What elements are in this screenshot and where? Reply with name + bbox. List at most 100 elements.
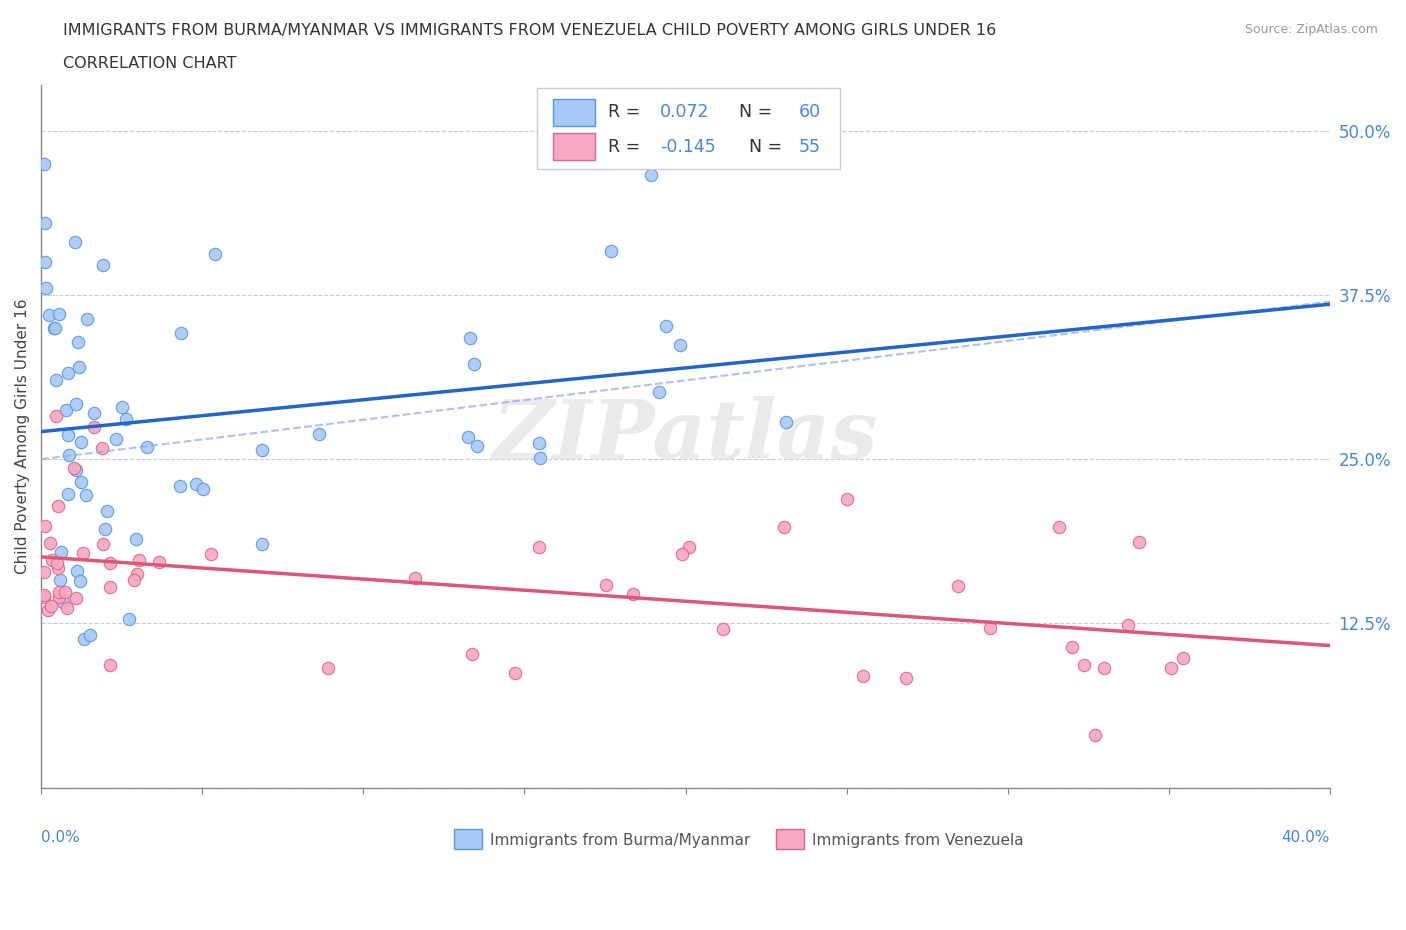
Point — [65, 463, 87, 478]
Point — [55, 601, 77, 616]
Point — [204, 246, 226, 261]
Text: Source: ZipAtlas.com: Source: ZipAtlas.com — [1244, 23, 1378, 36]
Point — [79, 628, 101, 643]
Point — [94, 521, 117, 536]
Bar — [553, 99, 595, 126]
FancyBboxPatch shape — [537, 88, 841, 169]
Point — [128, 553, 150, 568]
Text: 0.0%: 0.0% — [41, 830, 80, 844]
Text: R =: R = — [609, 138, 645, 155]
Text: R =: R = — [609, 103, 645, 121]
Text: 0.072: 0.072 — [659, 103, 709, 121]
Point — [98, 579, 121, 594]
Point — [118, 612, 141, 627]
Point — [41, 552, 63, 567]
Point — [39, 598, 62, 613]
Point — [711, 621, 734, 636]
Point — [39, 535, 62, 550]
Point — [34, 590, 56, 604]
Point — [73, 631, 96, 646]
Point — [56, 486, 79, 501]
Point — [49, 572, 72, 587]
Point — [76, 312, 98, 326]
Text: ZIPatlas: ZIPatlas — [494, 396, 879, 476]
Point — [46, 560, 69, 575]
Point — [655, 318, 678, 333]
Point — [34, 156, 56, 171]
Point — [65, 396, 87, 411]
Text: N =: N = — [728, 103, 778, 121]
Point — [200, 546, 222, 561]
Text: Immigrants from Venezuela: Immigrants from Venezuela — [811, 832, 1024, 848]
Y-axis label: Child Poverty Among Girls Under 16: Child Poverty Among Girls Under 16 — [15, 299, 30, 574]
Bar — [553, 133, 595, 160]
Point — [1173, 650, 1195, 665]
Point — [34, 518, 56, 533]
Point — [191, 481, 214, 496]
Point — [527, 539, 550, 554]
Point — [66, 564, 89, 578]
Point — [773, 519, 796, 534]
Point — [852, 669, 875, 684]
Point — [46, 498, 69, 513]
Text: Immigrants from Burma/Myanmar: Immigrants from Burma/Myanmar — [489, 832, 749, 848]
Point — [463, 357, 485, 372]
Point — [56, 428, 79, 443]
Point — [1062, 640, 1084, 655]
Point — [669, 338, 692, 352]
Point — [671, 547, 693, 562]
Point — [1047, 520, 1070, 535]
Point — [48, 585, 70, 600]
Point — [169, 479, 191, 494]
Point — [63, 460, 86, 475]
Point — [678, 539, 700, 554]
Point — [169, 326, 191, 340]
Point — [48, 307, 70, 322]
Point — [316, 660, 339, 675]
Point — [1128, 534, 1150, 549]
Point — [58, 447, 80, 462]
Point — [72, 546, 94, 561]
Point — [45, 408, 67, 423]
Point — [49, 545, 72, 560]
Point — [115, 411, 138, 426]
Text: -0.145: -0.145 — [659, 138, 716, 155]
Point — [34, 255, 56, 270]
Point — [948, 578, 970, 593]
Point — [110, 400, 132, 415]
Point — [1092, 660, 1115, 675]
Point — [148, 554, 170, 569]
Point — [529, 451, 551, 466]
Point — [250, 443, 273, 458]
Point — [48, 590, 70, 604]
Point — [775, 415, 797, 430]
Point — [83, 419, 105, 434]
Point — [1160, 660, 1182, 675]
Point — [465, 439, 488, 454]
Point — [98, 658, 121, 672]
Text: CORRELATION CHART: CORRELATION CHART — [63, 56, 236, 71]
Text: 40.0%: 40.0% — [1282, 830, 1330, 844]
Point — [122, 573, 145, 588]
Point — [91, 258, 114, 272]
Point — [1073, 658, 1095, 672]
Point — [127, 566, 149, 581]
Point — [56, 365, 79, 380]
Point — [98, 556, 121, 571]
Point — [458, 330, 481, 345]
Point — [308, 426, 330, 441]
Point — [135, 440, 157, 455]
Point — [67, 360, 90, 375]
Point — [53, 585, 76, 600]
Point — [70, 434, 93, 449]
Point — [34, 215, 56, 230]
Point — [186, 477, 208, 492]
Point — [45, 372, 67, 387]
Point — [35, 281, 58, 296]
Point — [44, 321, 66, 336]
Point — [63, 234, 86, 249]
Point — [104, 432, 127, 446]
Point — [70, 474, 93, 489]
Point — [529, 435, 551, 450]
Point — [457, 430, 479, 445]
